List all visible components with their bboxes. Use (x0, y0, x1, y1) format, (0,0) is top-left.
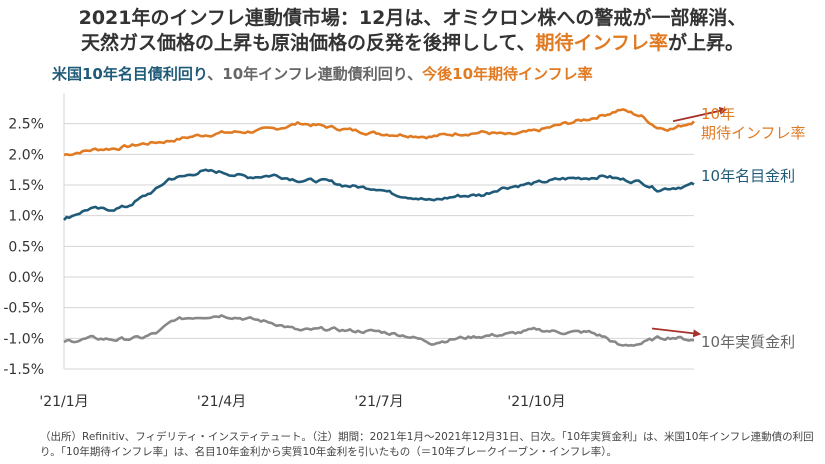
chart-title: 2021年のインフレ連動債市場：12月は、オミクロン株への警戒が一部解消、 天然… (0, 6, 825, 56)
series-line-0 (63, 108, 695, 157)
legend-breakeven: 今後10年期待インフレ率 (422, 65, 593, 83)
grid (63, 93, 694, 370)
title-line-2-post: が上昇。 (667, 32, 744, 54)
title-line-2-pre: 天然ガス価格の上昇も原油価格の反発を後押しして、 (81, 32, 536, 54)
legend-separator-2: 、 (407, 65, 423, 83)
series-label-breakeven-line-1: 10年 (701, 105, 735, 123)
x-axis-ticks: '21/1月 '21/4月 '21/7月 '21/10月 (39, 394, 565, 410)
trend-arrows (651, 106, 728, 338)
y-tick-label: -0.5% (3, 301, 44, 317)
y-tick-label: 0.5% (8, 239, 44, 255)
chart-legend: 米国10年名目債利回り、10年インフレ連動債利回り、今後10年期待インフレ率 (52, 63, 593, 84)
series-line-2 (63, 314, 695, 347)
series-lines (63, 108, 695, 347)
title-line-1: 2021年のインフレ連動債市場：12月は、オミクロン株への警戒が一部解消、 (78, 7, 747, 29)
series-labels: 10年期待インフレ率 10年名目金利 10年実質金利 (701, 105, 806, 351)
series-label-real: 10年実質金利 (701, 333, 795, 351)
footnote: （出所）Refinitiv、フィデリティ・インスティテュート。（注）期間：202… (40, 431, 814, 458)
y-axis-ticks: 2.5% 2.0% 1.5% 1.0% 0.5% 0.0% -0.5% -1.0% -1.5% (3, 117, 44, 378)
y-tick-label: 2.0% (8, 147, 44, 163)
y-tick-label: -1.0% (3, 331, 44, 347)
title-line-2-highlight: 期待インフレ率 (535, 32, 668, 54)
y-tick-label: 2.5% (8, 117, 44, 133)
x-tick-label: '21/10月 (507, 394, 565, 410)
y-tick-label: 0.0% (8, 270, 44, 286)
x-tick-label: '21/7月 (354, 394, 403, 410)
trend-arrow (672, 106, 728, 123)
x-tick-label: '21/1月 (39, 394, 88, 410)
y-tick-label: 1.0% (8, 209, 44, 225)
legend-real: 10年インフレ連動債利回り (222, 65, 408, 83)
y-tick-label: -1.5% (3, 362, 44, 378)
series-label-nominal: 10年名目金利 (701, 167, 795, 185)
trend-arrow (651, 327, 702, 338)
y-tick-label: 1.5% (8, 178, 44, 194)
series-label-breakeven-line-2: 期待インフレ率 (701, 124, 806, 142)
title-line-2: 天然ガス価格の上昇も原油価格の反発を後押しして、期待インフレ率が上昇。 (0, 31, 825, 56)
series-line-1 (63, 168, 695, 221)
legend-nominal: 米国10年名目債利回り (52, 65, 208, 83)
x-tick-label: '21/4月 (197, 394, 246, 410)
legend-separator-1: 、 (207, 65, 223, 83)
